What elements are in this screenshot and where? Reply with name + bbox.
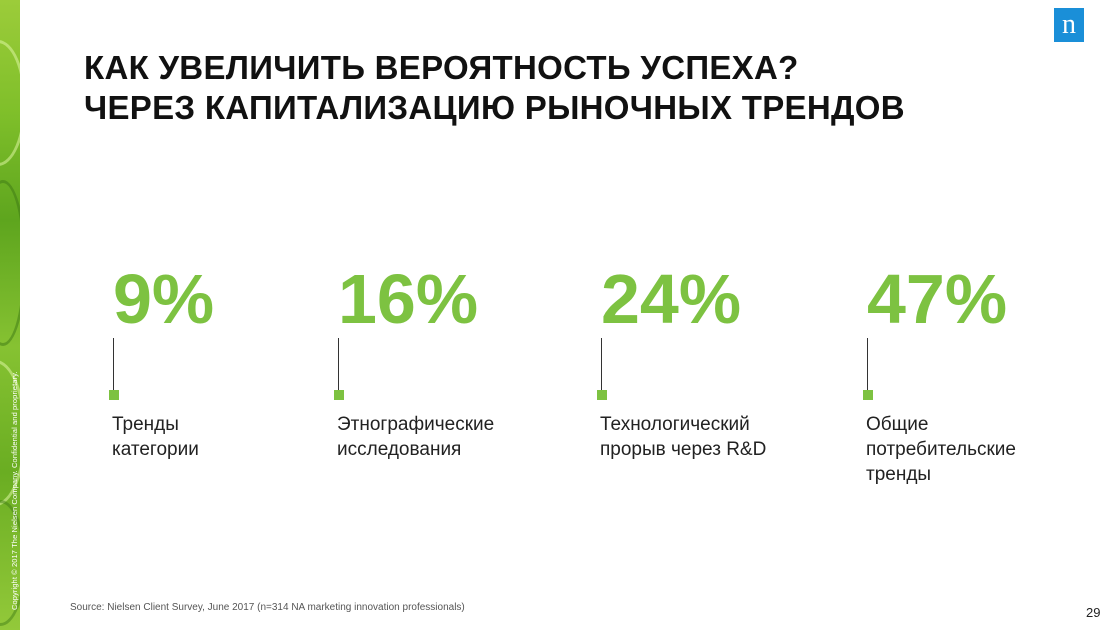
green-marker: [109, 390, 119, 400]
stat-label: Тренды категории: [112, 414, 199, 460]
connector-line: [867, 338, 868, 390]
stat-label: Общие потребительские тренды: [866, 414, 1016, 485]
title-line-1: КАК УВЕЛИЧИТЬ ВЕРОЯТНОСТЬ УСПЕХА?: [84, 49, 799, 86]
stat-block-2: 16% Этнографические исследования: [334, 260, 568, 460]
connector-line: [113, 338, 114, 390]
swirl-decoration: [0, 180, 20, 346]
slide-title: КАК УВЕЛИЧИТЬ ВЕРОЯТНОСТЬ УСПЕХА? ЧЕРЕЗ …: [84, 48, 905, 128]
green-marker: [863, 390, 873, 400]
stat-label: Этнографические исследования: [337, 414, 495, 460]
title-line-2: ЧЕРЕЗ КАПИТАЛИЗАЦИЮ РЫНОЧНЫХ ТРЕНДОВ: [84, 89, 905, 126]
swirl-decoration: [0, 40, 20, 166]
stat-label: Технологический прорыв через R&D: [600, 414, 767, 460]
source-note: Source: Nielsen Client Survey, June 2017…: [70, 602, 465, 613]
stat-block-3: 24% Технологический прорыв через R&D: [597, 260, 831, 460]
green-marker: [597, 390, 607, 400]
stat-value: 16%: [338, 260, 479, 338]
stat-value: 47%: [867, 260, 1008, 338]
green-marker: [334, 390, 344, 400]
connector-line: [601, 338, 602, 390]
page-number: 29: [1086, 605, 1101, 620]
copyright-notice: Copyright © 2017 The Nielsen Company. Co…: [10, 371, 19, 610]
stat-block-4: 47% Общие потребительские тренды: [863, 260, 1097, 485]
stat-block-1: 9% Тренды категории: [109, 260, 343, 460]
stat-value: 24%: [601, 260, 742, 338]
stat-value: 9%: [113, 260, 215, 338]
nielsen-logo-icon: n: [1054, 8, 1084, 42]
decorative-side-strip: [0, 0, 20, 630]
connector-line: [338, 338, 339, 390]
